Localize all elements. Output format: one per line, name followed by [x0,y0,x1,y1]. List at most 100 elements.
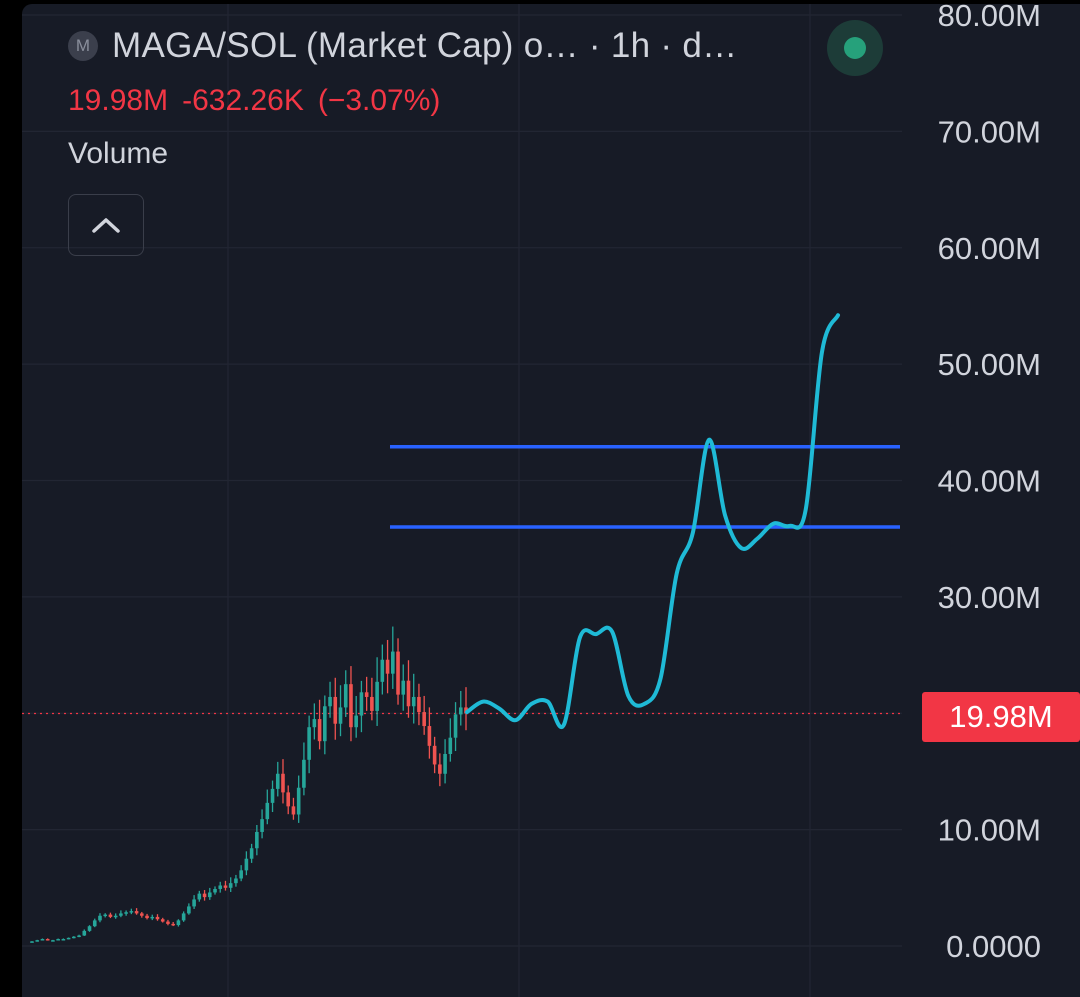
candle [333,696,338,724]
symbol-logo-icon: M [68,31,98,61]
candle [255,831,259,849]
candle [349,684,353,728]
candle [443,753,447,774]
candle [370,696,374,711]
candle [328,696,332,707]
candle [218,885,223,889]
candle [406,680,411,707]
candle [438,764,442,774]
candle [150,916,155,919]
candle [108,914,113,917]
candle [390,651,395,674]
candle [296,787,301,815]
candle [291,806,296,815]
y-axis-tick-label: 60.00M [938,231,1041,266]
candle [375,681,379,711]
grid-lines [22,4,902,997]
candle [103,914,108,917]
candle [223,885,228,888]
y-axis-tick-label: 70.00M [938,114,1041,149]
candle [72,936,76,939]
candle [260,819,264,832]
candle [124,912,128,914]
candle [166,921,170,924]
candle [323,706,327,742]
y-axis-tick-label: 30.00M [938,580,1041,615]
candle [411,696,416,707]
candle [317,719,322,742]
candle [244,858,249,871]
y-axis-labels: 0.0000 10.00M 30.00M 40.00M 50.00M 60.00M 70.0… [938,4,1041,964]
candle [343,684,348,708]
candle [45,939,50,941]
candle [432,745,437,765]
candle [192,899,196,907]
candle [207,892,212,898]
candle [213,888,217,893]
candle [160,919,165,922]
candle [448,737,453,754]
y-axis-tick-label: 50.00M [938,347,1041,382]
candle [35,940,40,942]
candle [364,692,369,697]
market-status-indicator[interactable] [827,20,883,76]
collapse-legend-button[interactable] [68,194,144,256]
candle [286,792,291,807]
candle [380,659,385,682]
candle [181,913,186,921]
price-row: 19.98M -632.26K (−3.07%) [68,84,454,118]
last-price-tag: 19.98M [922,692,1080,742]
candle [61,939,66,941]
candle [87,926,92,931]
candle [176,920,181,926]
status-dot-icon [844,37,866,59]
candle [270,788,275,803]
candle [239,870,243,879]
candle [422,712,426,727]
price-change-percent: (−3.07%) [317,84,441,117]
chart-panel: 0.0000 10.00M 30.00M 40.00M 50.00M 60.00M 70.0… [22,4,1080,997]
candle [51,940,55,942]
candle [417,696,421,713]
candle [98,915,102,921]
chevron-up-icon [92,218,120,233]
candle [312,719,317,728]
candle [281,773,285,793]
y-axis-tick-label: 0.0000 [946,929,1041,964]
candle [77,935,81,938]
candle [427,726,432,746]
candle [234,878,238,884]
y-axis-tick-label: 80.00M [938,4,1041,33]
candle [396,651,400,695]
candle [113,915,118,918]
projection-drawing [465,313,840,730]
candle [30,941,34,943]
chart-canvas[interactable]: 0.0000 10.00M 30.00M 40.00M 50.00M 60.00M 70.0… [22,4,1080,997]
candle [228,883,233,888]
candle [129,911,134,913]
candle [202,893,207,898]
last-value: 19.98M [68,84,169,117]
candle [155,916,160,920]
candle [92,920,97,927]
candle [119,913,123,916]
candle [171,923,175,926]
candle [134,911,139,914]
price-change: -632.26K [182,84,304,117]
symbol-title[interactable]: MAGA/SOL (Market Cap) o… · 1h · d… [112,26,738,65]
volume-indicator-label[interactable]: Volume [68,137,169,170]
y-axis-tick-label: 40.00M [938,464,1041,499]
candle [338,707,343,724]
candle [401,680,406,695]
candle [187,906,191,914]
candle [354,715,358,728]
horizontal-levels [390,445,900,529]
candle [66,937,71,940]
candle [385,659,390,674]
candle [197,893,202,900]
candle [140,913,144,916]
symbol-row[interactable]: M MAGA/SOL (Market Cap) o… · 1h · d… [68,26,737,66]
candles [30,626,468,943]
candle [249,848,254,859]
candle [82,930,87,936]
